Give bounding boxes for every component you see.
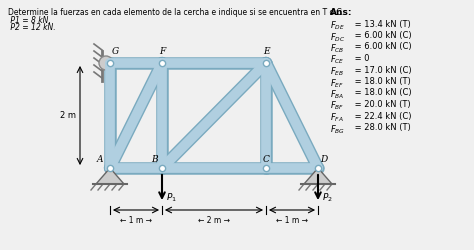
Text: D: D [320, 155, 328, 164]
Text: A: A [97, 155, 103, 164]
Text: = 28.0 kN (T): = 28.0 kN (T) [352, 123, 411, 132]
Text: P2 = 12 kN.: P2 = 12 kN. [8, 23, 55, 32]
Text: G: G [111, 47, 118, 56]
Text: $F_{DC}$: $F_{DC}$ [330, 31, 346, 44]
Text: P1 = 8 kN,: P1 = 8 kN, [8, 16, 51, 25]
Text: = 20.0 kN (T): = 20.0 kN (T) [352, 100, 410, 109]
Text: $F_{BF}$: $F_{BF}$ [330, 100, 344, 112]
Text: $P_2$: $P_2$ [322, 192, 333, 204]
Polygon shape [304, 168, 332, 184]
Text: = 6.00 kN (C): = 6.00 kN (C) [352, 31, 411, 40]
Text: 2 m: 2 m [60, 111, 76, 120]
Text: = 13.4 kN (T): = 13.4 kN (T) [352, 20, 411, 28]
Text: $P_1$: $P_1$ [166, 192, 177, 204]
Text: ← 2 m →: ← 2 m → [198, 216, 230, 225]
Text: ← 1 m →: ← 1 m → [276, 216, 308, 225]
Text: F: F [159, 47, 165, 56]
Text: $F_{DE}$: $F_{DE}$ [330, 20, 345, 32]
Text: = 6.00 kN (C): = 6.00 kN (C) [352, 42, 411, 51]
Circle shape [99, 56, 113, 70]
Polygon shape [96, 168, 124, 184]
Text: Determine la fuerzas en cada elemento de la cercha e indique si se encuentra en : Determine la fuerzas en cada elemento de… [8, 8, 344, 17]
Text: $F_{BG}$: $F_{BG}$ [330, 123, 345, 136]
Text: $F_{EF}$: $F_{EF}$ [330, 77, 344, 90]
Text: = 18.0 kN (T): = 18.0 kN (T) [352, 77, 411, 86]
Text: $F_{CB}$: $F_{CB}$ [330, 42, 345, 55]
Text: = 22.4 kN (C): = 22.4 kN (C) [352, 112, 411, 120]
Text: $F_{FA}$: $F_{FA}$ [330, 112, 344, 124]
Text: = 18.0 kN (C): = 18.0 kN (C) [352, 88, 411, 98]
Text: = 0: = 0 [352, 54, 370, 63]
Text: E: E [263, 47, 269, 56]
Text: C: C [263, 155, 269, 164]
Text: $F_{BA}$: $F_{BA}$ [330, 88, 345, 101]
Text: ← 1 m →: ← 1 m → [120, 216, 152, 225]
Text: $F_{CE}$: $F_{CE}$ [330, 54, 345, 66]
Text: Ans:: Ans: [330, 8, 353, 17]
Text: = 17.0 kN (C): = 17.0 kN (C) [352, 66, 411, 74]
Text: $F_{EB}$: $F_{EB}$ [330, 66, 344, 78]
Text: B: B [151, 155, 157, 164]
